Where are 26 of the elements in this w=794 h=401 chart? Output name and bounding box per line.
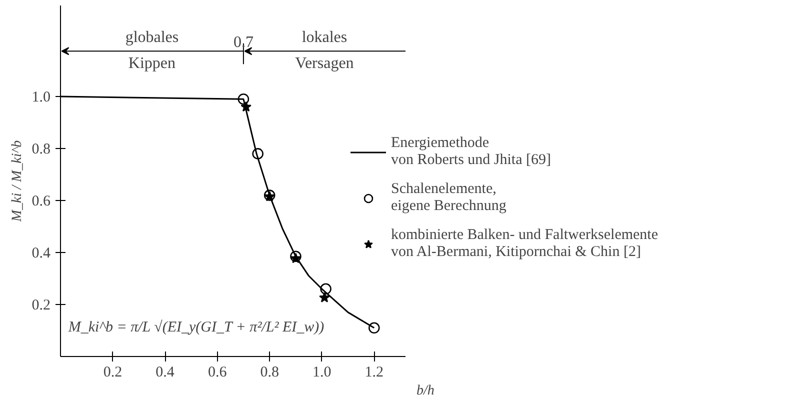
annotation: lokales Versagen [295,28,354,72]
x-axis-title: b/h [416,384,434,398]
point [252,148,264,160]
annotation: globales Kippen [125,28,179,72]
x-tick-label: 0.8 [260,364,279,380]
legend-label: Schalenelemente, eigene Berechnung [391,181,506,215]
point [368,322,380,334]
point [319,292,330,302]
legend-label: Energiemethode von Roberts und Jhita [69] [391,135,551,169]
y-tick-label: 1.0 [32,90,50,106]
x-tick-label: 1.0 [312,364,332,380]
point [240,101,252,112]
y-tick-label: 0.2 [32,298,50,314]
x-tick-label: 0.6 [208,364,228,380]
y-tick-label: 0.8 [32,142,50,158]
annotation: M_ki^b = π/L √(EI_y(GI_T + π²/L² EI_w)) [67,320,324,336]
x-tick-label: 1.2 [364,364,384,380]
legend-label: kombinierte Balken- und Faltwerkselemente von Al-Bermani, Kitipornchai & Chin [2] [391,227,658,261]
x-tick-label: 0.2 [103,364,122,380]
y-tick-label: 0.6 [32,194,51,210]
ref-line-label: 0.7 [233,34,254,52]
y-axis-title: M_ki / M_ki^b [10,140,25,223]
x-tick-label: 0.4 [156,364,175,380]
point [238,93,250,105]
point [320,283,332,295]
y-tick-label: 0.4 [32,246,51,262]
